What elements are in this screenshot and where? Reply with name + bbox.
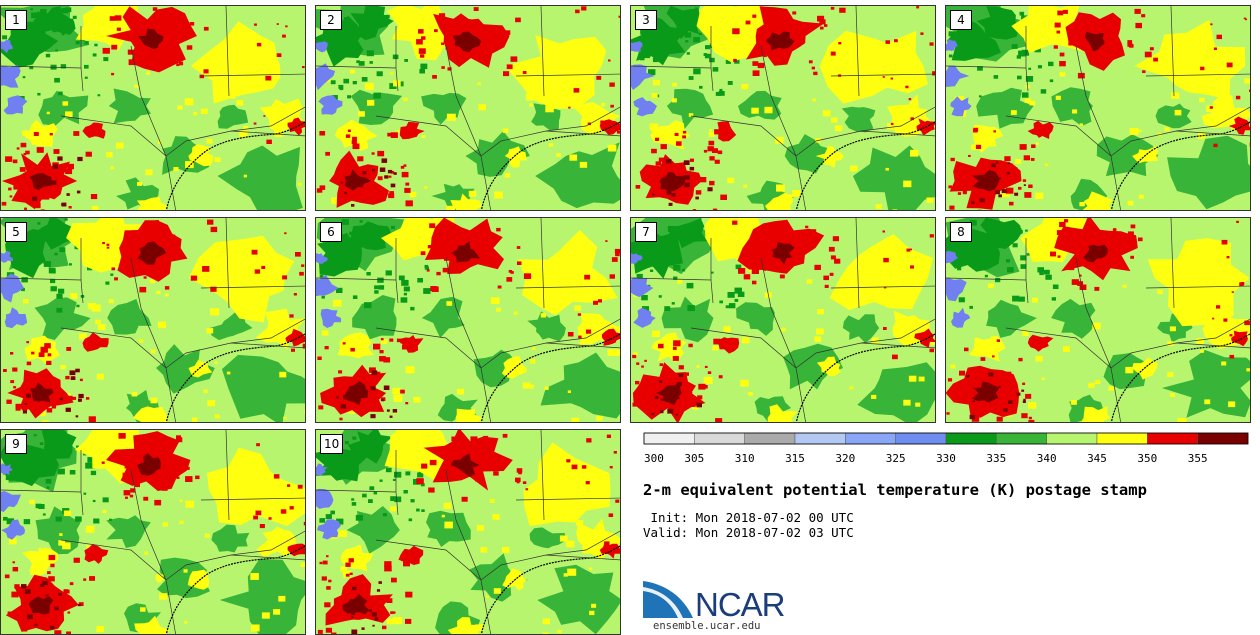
- panel-map: [946, 218, 1250, 422]
- colorbar-tick-label: 325: [886, 452, 906, 465]
- colorbar-segment: [1147, 432, 1198, 445]
- member-number-label: 2: [320, 10, 342, 30]
- ensemble-member-panel: 4: [945, 5, 1251, 211]
- ensemble-member-panel: 10: [315, 429, 621, 635]
- panel-map: [1, 430, 305, 634]
- ensemble-member-panel: 7: [630, 217, 936, 423]
- ensemble-member-panel: 1: [0, 5, 306, 211]
- colorbar-tick-label: 320: [835, 452, 855, 465]
- member-number-label: 4: [950, 10, 972, 30]
- panel-map: [1, 218, 305, 422]
- colorbar-tick-label: 340: [1037, 452, 1057, 465]
- ensemble-member-panel: 9: [0, 429, 306, 635]
- figure-title: 2-m equivalent potential temperature (K)…: [643, 481, 1147, 499]
- panel-map: [316, 218, 620, 422]
- colorbar-segment: [996, 432, 1047, 445]
- colorbar-segment: [1096, 432, 1148, 445]
- colorbar-segment: [643, 432, 695, 445]
- member-number-label: 8: [950, 222, 972, 242]
- valid-time: Valid: Mon 2018-07-02 03 UTC: [643, 525, 854, 540]
- site-url: ensemble.ucar.edu: [653, 620, 761, 632]
- member-number-label: 10: [320, 434, 344, 454]
- member-number-label: 9: [5, 434, 27, 454]
- ensemble-member-panel: 2: [315, 5, 621, 211]
- colorbar-tick-label: 300: [644, 452, 664, 465]
- ensemble-member-panel: 5: [0, 217, 306, 423]
- member-number-label: 6: [320, 222, 342, 242]
- ensemble-member-panel: 3: [630, 5, 936, 211]
- member-number-label: 7: [635, 222, 657, 242]
- panel-map: [631, 218, 935, 422]
- colorbar-tick-label: 315: [785, 452, 805, 465]
- colorbar-segment: [945, 432, 997, 445]
- colorbar-tick-label: 345: [1087, 452, 1107, 465]
- colorbar-tick-label: 310: [735, 452, 755, 465]
- member-number-label: 3: [635, 10, 657, 30]
- colorbar-segment: [895, 432, 947, 445]
- colorbar-tick-label: 330: [936, 452, 956, 465]
- member-number-label: 1: [5, 10, 27, 30]
- init-time: Init: Mon 2018-07-02 00 UTC: [643, 510, 854, 525]
- ensemble-member-panel: 8: [945, 217, 1251, 423]
- panel-map: [946, 6, 1250, 210]
- colorbar-segment: [845, 432, 896, 445]
- ensemble-member-panel: 6: [315, 217, 621, 423]
- colorbar: 300 305 310 315 320 325 330 335 340 345 350 355: [643, 432, 1249, 465]
- colorbar-tick-label: 350: [1137, 452, 1157, 465]
- colorbar-tick-label: 355: [1188, 452, 1208, 465]
- panel-map: [316, 430, 620, 634]
- ncar-logo-text: NCAR: [695, 586, 785, 620]
- panel-map: [631, 6, 935, 210]
- colorbar-tick-label: 305: [684, 452, 704, 465]
- member-number-label: 5: [5, 222, 27, 242]
- colorbar-segment: [1046, 432, 1098, 445]
- panel-map: [316, 6, 620, 210]
- colorbar-segment: [1197, 432, 1249, 445]
- colorbar-segment: [694, 432, 745, 445]
- panel-map: [1, 6, 305, 210]
- colorbar-segment: [744, 432, 796, 445]
- colorbar-segment: [794, 432, 846, 445]
- colorbar-tick-label: 335: [986, 452, 1006, 465]
- ncar-logo: NCAR: [643, 581, 786, 620]
